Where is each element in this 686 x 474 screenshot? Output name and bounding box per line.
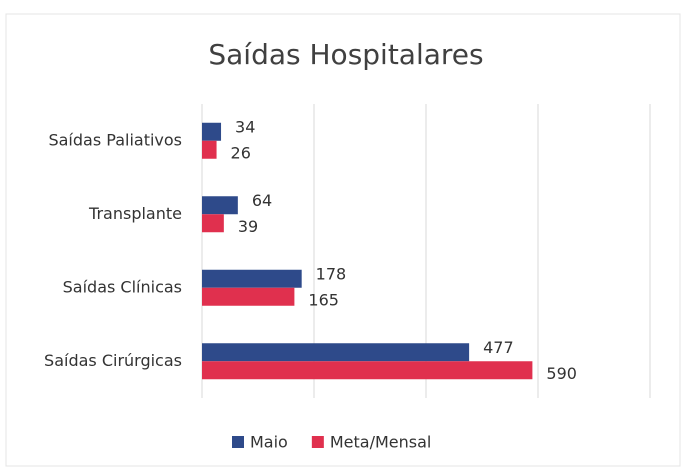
data-label: 64: [252, 191, 272, 210]
bar: [202, 140, 217, 159]
chart-frame: [5, 13, 681, 467]
legend-label: Meta/Mensal: [330, 433, 432, 452]
y-tick-label: Saídas Paliativos: [48, 130, 182, 149]
legend-swatch: [311, 436, 324, 448]
bar: [202, 287, 295, 306]
bar: [202, 122, 222, 141]
bar: [202, 343, 470, 362]
data-label: 34: [235, 117, 255, 136]
chart-title: Saídas Hospitalares: [208, 38, 483, 71]
y-tick-label: Saídas Cirúrgicas: [44, 351, 182, 370]
y-tick-label: Transplante: [88, 204, 182, 223]
y-tick-label: Saídas Clínicas: [63, 277, 182, 296]
legend-label: Maio: [250, 433, 288, 452]
data-label: 26: [231, 143, 251, 162]
bar: [202, 214, 224, 233]
data-label: 477: [483, 338, 514, 357]
bar: [202, 361, 533, 380]
data-label: 590: [546, 364, 577, 383]
bar: [202, 269, 302, 288]
data-label: 165: [308, 290, 339, 309]
bar: [202, 196, 238, 215]
data-label: 39: [238, 217, 258, 236]
legend-swatch: [232, 436, 244, 448]
data-label: 178: [316, 264, 347, 283]
